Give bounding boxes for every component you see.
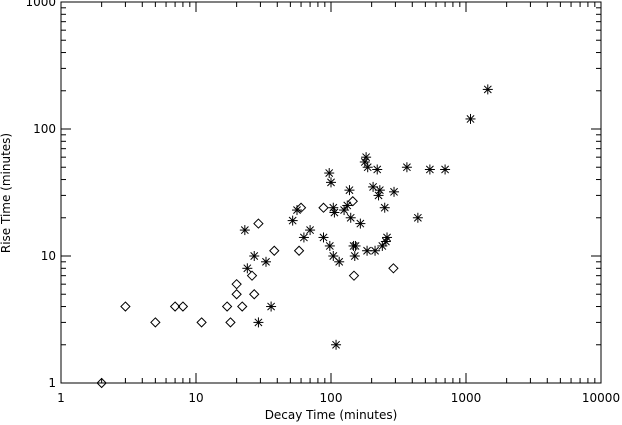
y-tick-label: 10 [41,249,56,263]
diamond-point [196,317,207,328]
asterisk-point [253,317,264,328]
asterisk-point [440,164,451,175]
asterisk-point [389,186,400,197]
diamond-point [347,196,358,207]
x-tick-label: 10000 [582,391,620,405]
diamond-point [246,270,258,281]
x-tick-label: 1 [57,391,65,405]
plot-frame [60,1,602,384]
asterisk-point [242,263,253,274]
diamond-point [225,317,236,328]
tick-labels: 1 10 100 1000 10000 1 10 100 1000 [25,0,620,405]
asterisk-point [328,251,339,261]
diamond-point [120,301,131,312]
asterisk-point [298,232,309,243]
asterisk-point [372,164,383,175]
y-tick-label: 100 [33,122,56,136]
diamond-point [96,377,107,389]
asterisk-point [287,215,298,226]
asterisk-point [374,185,385,196]
diamond-point [348,270,360,281]
diamond-point [318,202,329,213]
asterisk-point [401,162,412,173]
asterisk-point [350,240,361,251]
asterisk-point [349,251,360,261]
diamond-point [293,245,305,256]
asterisk-point [249,251,260,261]
diamond-point [177,301,189,312]
diamond-point [221,301,233,312]
asterisk-point [328,202,339,213]
asterisk-point [362,162,373,173]
asterisk-point [482,84,493,95]
asterisk-point [342,200,353,211]
x-tick-label: 10 [188,391,203,405]
asterisk-point [355,218,366,229]
asterisk-point [239,225,250,236]
diamond-point [231,289,242,300]
asterisk-point [324,168,335,179]
asterisk-point [344,185,355,196]
asterisk-point [368,181,379,192]
diamond-point [169,301,181,312]
data-points [96,84,493,389]
asterisk-point [412,212,423,223]
asterisk-point [324,240,335,251]
asterisk-point [292,205,303,216]
axis-ticks [60,1,602,384]
asterisk-point [370,245,381,256]
asterisk-point [465,113,476,124]
y-tick-label: 1 [48,376,56,390]
diamond-point [253,218,264,229]
diamond-point [231,278,242,290]
asterisk-point [266,301,277,312]
diamond-point [295,202,307,213]
asterisk-point [334,256,345,267]
y-tick-label: 1000 [25,0,56,9]
asterisk-point [331,339,342,350]
diamond-point [237,301,248,312]
x-tick-label: 100 [320,391,343,405]
asterisk-point [318,232,329,243]
y-axis-label: Rise Time (minutes) [0,133,13,253]
diamond-point [249,289,260,300]
asterisk-point [382,232,393,243]
diamond-point [388,263,399,274]
asterisk-point [305,225,316,236]
x-tick-label: 1000 [451,391,482,405]
asterisk-point [379,202,390,213]
asterisk-point [424,164,435,175]
diamond-point [269,245,280,256]
x-axis-label: Decay Time (minutes) [265,408,398,422]
diamond-point [150,317,161,328]
asterisk-point [326,177,336,188]
asterisk-point [345,212,356,223]
asterisk-point [361,152,372,163]
asterisk-point [260,256,271,267]
